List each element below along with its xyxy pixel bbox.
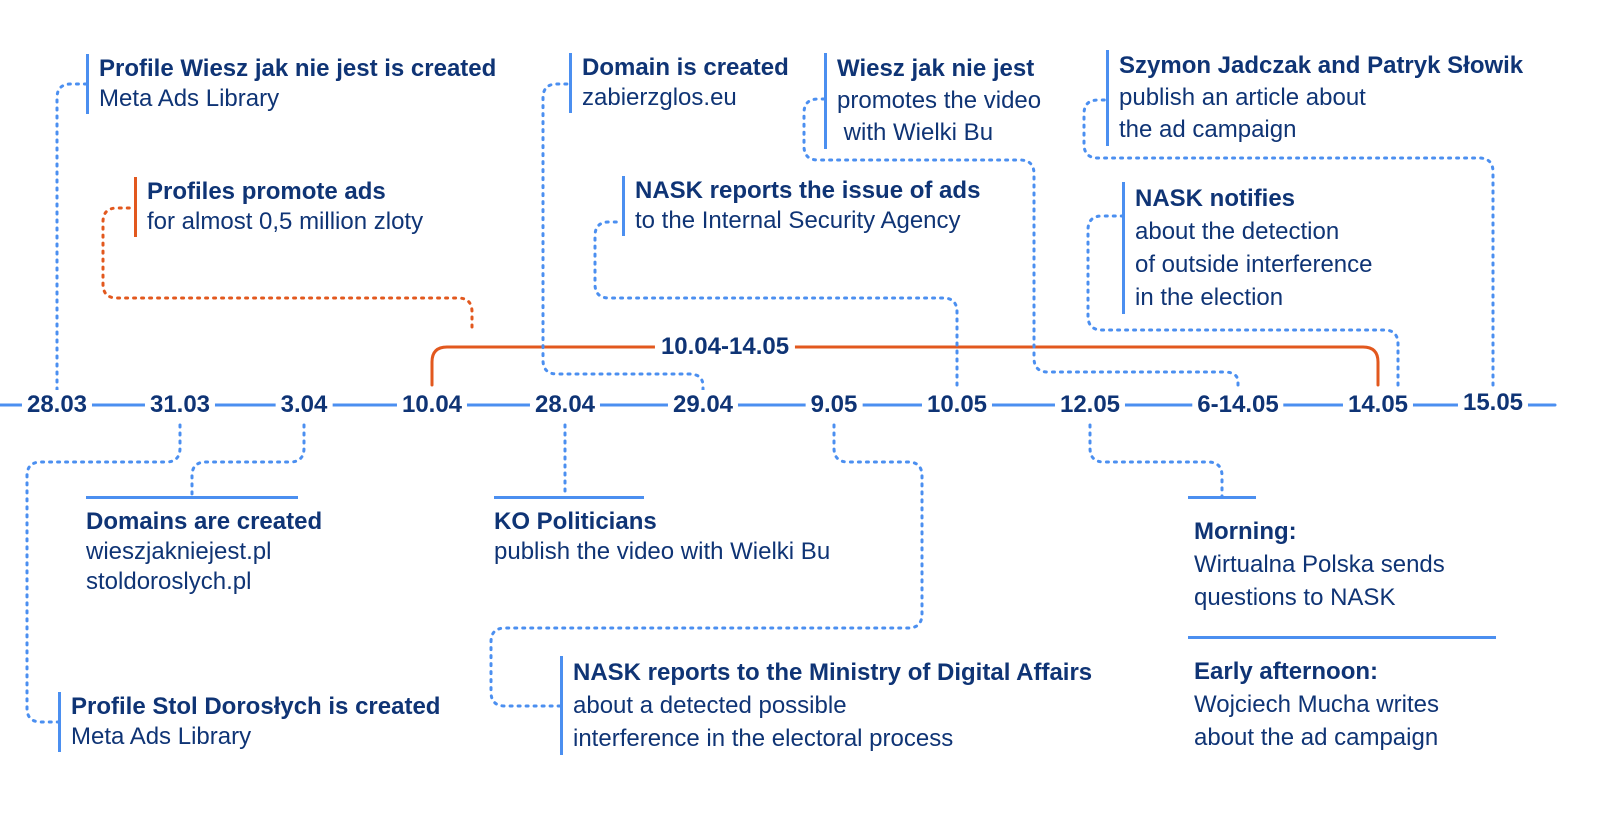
date-15-05: 15.05 bbox=[1457, 388, 1529, 418]
event-line: interference in the electoral process bbox=[573, 725, 954, 752]
event-line: the ad campaign bbox=[1119, 116, 1297, 143]
date-9-05: 9.05 bbox=[805, 390, 863, 420]
event-domains-created: Domains are created wieszjakniejest.pl s… bbox=[86, 496, 323, 597]
date-28-04: 28.04 bbox=[529, 390, 601, 420]
date-31-03: 31.03 bbox=[144, 390, 216, 420]
date-10-05: 10.05 bbox=[921, 390, 993, 420]
connector-12-05-bottom bbox=[1088, 423, 1224, 499]
morning-marker-line bbox=[1188, 496, 1256, 499]
event-title: Domain is created bbox=[582, 54, 789, 81]
range-bracket bbox=[430, 345, 1380, 387]
event-profile-stol: Profile Stol Dorosłych is created Meta A… bbox=[58, 692, 440, 752]
event-title: NASK reports the issue of ads bbox=[635, 177, 981, 204]
event-line: promotes the video bbox=[837, 87, 1042, 114]
date-14-05: 14.05 bbox=[1342, 390, 1414, 420]
event-title: Early afternoon: bbox=[1194, 658, 1379, 685]
connector-28-03-top bbox=[55, 82, 88, 392]
afternoon-divider bbox=[1188, 636, 1496, 639]
event-line: in the election bbox=[1135, 284, 1284, 311]
event-line: about a detected possible bbox=[573, 692, 847, 719]
connector-10-04-top bbox=[101, 206, 474, 329]
date-6-14-05: 6-14.05 bbox=[1192, 390, 1284, 420]
range-label: 10.04-14.05 bbox=[654, 332, 796, 362]
event-title: Morning: bbox=[1194, 518, 1297, 545]
connector-29-04-top bbox=[541, 82, 705, 392]
connector-6-14-05-top bbox=[802, 97, 1240, 387]
event-line: publish the video with Wielki Bu bbox=[494, 538, 831, 565]
connector-10-05-top bbox=[593, 220, 959, 387]
connector-3-04-bottom bbox=[190, 423, 306, 499]
date-12-05: 12.05 bbox=[1054, 390, 1126, 420]
event-line: for almost 0,5 million zloty bbox=[147, 208, 424, 235]
event-title: Profiles promote ads bbox=[147, 178, 386, 205]
event-title: NASK reports to the Ministry of Digital … bbox=[573, 659, 1093, 686]
event-nask-notifies: NASK notifies about the detection of out… bbox=[1122, 182, 1372, 314]
event-title: NASK notifies bbox=[1135, 185, 1296, 212]
event-line: to the Internal Security Agency bbox=[635, 207, 961, 234]
event-line: about the detection bbox=[1135, 218, 1340, 245]
event-profile-wiesz: Profile Wiesz jak nie jest is created Me… bbox=[86, 54, 496, 114]
event-line: Meta Ads Library bbox=[71, 723, 252, 750]
event-line: wieszjakniejest.pl bbox=[86, 538, 272, 565]
event-afternoon: Early afternoon: Wojciech Mucha writes a… bbox=[1194, 655, 1439, 754]
event-title: Profile Stol Dorosłych is created bbox=[71, 693, 441, 720]
event-domain-created: Domain is created zabierzglos.eu bbox=[569, 53, 789, 113]
event-title: Szymon Jadczak and Patryk Słowik bbox=[1119, 52, 1524, 79]
event-line: about the ad campaign bbox=[1194, 724, 1439, 751]
event-line: of outside interference bbox=[1135, 251, 1373, 278]
connector-31-03-bottom bbox=[25, 423, 182, 724]
date-10-04: 10.04 bbox=[396, 390, 468, 420]
event-profiles-ads: Profiles promote ads for almost 0,5 mill… bbox=[134, 177, 423, 237]
event-nask-ministry: NASK reports to the Ministry of Digital … bbox=[560, 656, 1092, 755]
event-line: Wojciech Mucha writes bbox=[1194, 691, 1439, 718]
date-3-04: 3.04 bbox=[275, 390, 333, 420]
event-wiesz-video: Wiesz jak nie jest promotes the video wi… bbox=[824, 53, 1041, 149]
event-title: Domains are created bbox=[86, 508, 323, 535]
event-nask-isa: NASK reports the issue of ads to the Int… bbox=[622, 176, 980, 236]
event-line: questions to NASK bbox=[1194, 584, 1396, 611]
event-title: Profile Wiesz jak nie jest is created bbox=[99, 55, 497, 82]
event-morning: Morning: Wirtualna Polska sends question… bbox=[1194, 515, 1445, 614]
connector-15-05-top bbox=[1082, 98, 1495, 387]
event-line: zabierzglos.eu bbox=[582, 84, 737, 111]
connector-14-05-top bbox=[1086, 214, 1400, 387]
event-line: with Wielki Bu bbox=[837, 119, 994, 146]
date-28-03: 28.03 bbox=[21, 390, 93, 420]
event-ko-politicians: KO Politicians publish the video with Wi… bbox=[494, 496, 831, 567]
event-szymon: Szymon Jadczak and Patryk Słowik publish… bbox=[1106, 50, 1523, 146]
event-line: Wirtualna Polska sends bbox=[1194, 551, 1445, 578]
event-title: Wiesz jak nie jest bbox=[837, 55, 1035, 82]
date-29-04: 29.04 bbox=[667, 390, 739, 420]
event-line: Meta Ads Library bbox=[99, 85, 280, 112]
event-line: publish an article about bbox=[1119, 84, 1366, 111]
event-title: KO Politicians bbox=[494, 508, 657, 535]
event-line: stoldoroslych.pl bbox=[86, 568, 252, 595]
